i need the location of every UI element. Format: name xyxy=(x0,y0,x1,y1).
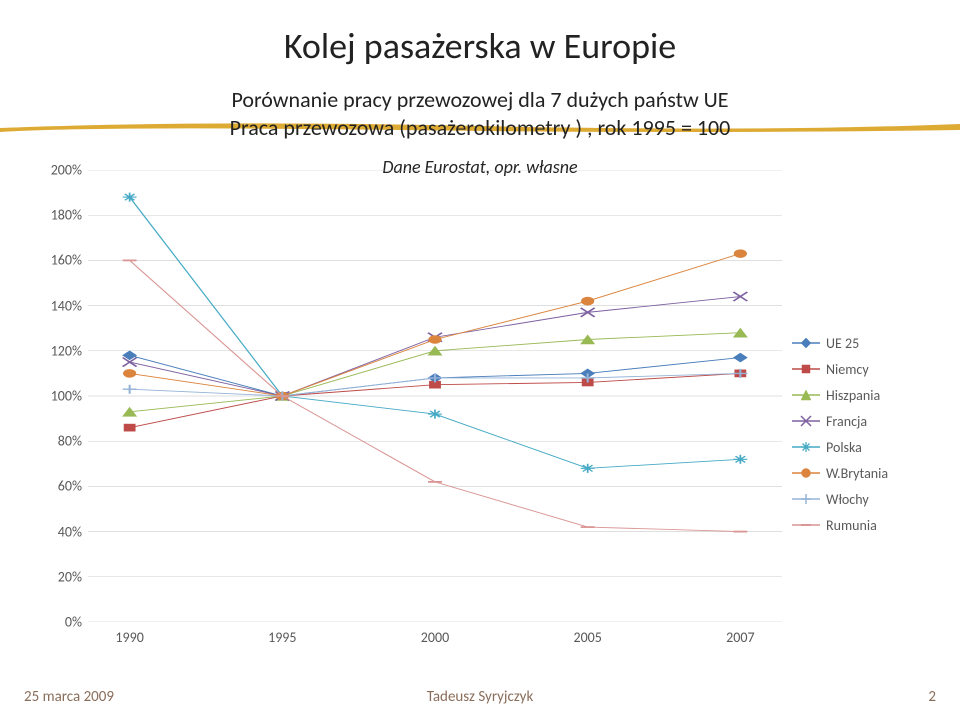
y-tick-label: 80% xyxy=(28,433,82,450)
y-tick-label: 60% xyxy=(28,478,82,495)
legend-label: W.Brytania xyxy=(826,465,888,482)
x-tick-label: 2005 xyxy=(573,629,601,646)
subtitle-line-2: Praca przewozowa (pasażerokilometry ) , … xyxy=(230,114,731,141)
legend-swatch xyxy=(792,414,820,428)
legend-swatch xyxy=(792,492,820,506)
x-tick-label: 2007 xyxy=(726,629,754,646)
legend: UE 25 Niemcy Hiszpania Francja Polska W.… xyxy=(792,330,932,538)
legend-label: UE 25 xyxy=(826,335,859,352)
legend-label: Francja xyxy=(826,413,867,430)
legend-label: Polska xyxy=(826,439,862,456)
y-tick-label: 0% xyxy=(28,614,82,631)
subtitle: Porównanie pracy przewozowej dla 7 dużyc… xyxy=(0,86,960,141)
legend-swatch xyxy=(792,362,820,376)
legend-swatch xyxy=(792,518,820,532)
legend-item: Francja xyxy=(792,408,932,434)
footer: 25 marca 2009 Tadeusz Syryjczyk 2 xyxy=(0,688,960,708)
series-Polska xyxy=(123,193,748,473)
legend-swatch xyxy=(792,388,820,402)
footer-page-number: 2 xyxy=(928,688,936,706)
legend-swatch xyxy=(792,336,820,350)
y-tick-label: 180% xyxy=(28,207,82,224)
legend-item: UE 25 xyxy=(792,330,932,356)
legend-swatch xyxy=(792,466,820,480)
y-tick-label: 120% xyxy=(28,342,82,359)
x-tick-label: 2000 xyxy=(421,629,449,646)
legend-item: Włochy xyxy=(792,486,932,512)
y-tick-label: 100% xyxy=(28,388,82,405)
legend-item: Niemcy xyxy=(792,356,932,382)
legend-label: Hiszpania xyxy=(826,387,880,404)
chart: 0% 20% 40% 60% 80% 100% 120% 140% 160% 180% 200% 1… xyxy=(28,160,932,656)
plot-area xyxy=(88,170,782,622)
legend-item: Hiszpania xyxy=(792,382,932,408)
x-tick-label: 1995 xyxy=(268,629,296,646)
legend-label: Włochy xyxy=(826,491,869,508)
legend-item: W.Brytania xyxy=(792,460,932,486)
legend-label: Niemcy xyxy=(826,361,869,378)
y-tick-label: 20% xyxy=(28,568,82,585)
slide: Kolej pasażerska w Europie Porównanie pr… xyxy=(0,0,960,716)
y-tick-label: 200% xyxy=(28,162,82,179)
gridlines xyxy=(88,170,782,622)
subtitle-line-1: Porównanie pracy przewozowej dla 7 dużyc… xyxy=(231,86,728,113)
y-tick-label: 40% xyxy=(28,523,82,540)
x-tick-label: 1990 xyxy=(115,629,143,646)
legend-item: Rumunia xyxy=(792,512,932,538)
legend-label: Rumunia xyxy=(826,517,877,534)
y-tick-label: 160% xyxy=(28,252,82,269)
legend-swatch xyxy=(792,440,820,454)
footer-author: Tadeusz Syryjczyk xyxy=(0,688,960,706)
y-tick-label: 140% xyxy=(28,297,82,314)
legend-item: Polska xyxy=(792,434,932,460)
page-title: Kolej pasażerska w Europie xyxy=(0,24,960,68)
